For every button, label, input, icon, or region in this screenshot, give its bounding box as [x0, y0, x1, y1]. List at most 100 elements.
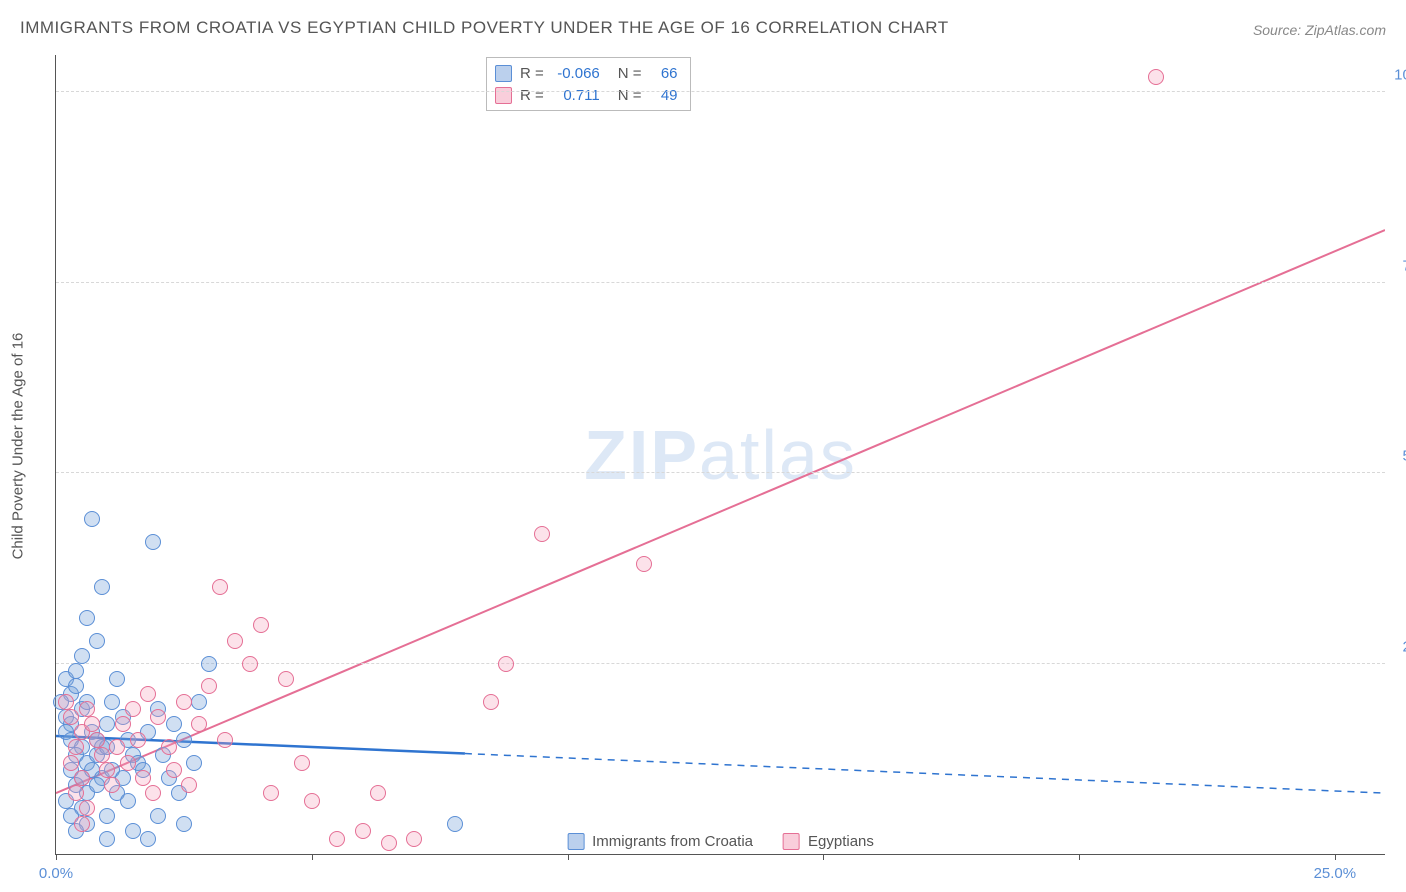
data-point — [176, 694, 192, 710]
data-point — [125, 823, 141, 839]
x-tick — [823, 854, 824, 860]
data-point — [242, 656, 258, 672]
gridline — [56, 91, 1385, 92]
data-point — [355, 823, 371, 839]
data-point — [84, 716, 100, 732]
data-point — [63, 755, 79, 771]
data-point — [109, 671, 125, 687]
data-point — [212, 579, 228, 595]
legend-label: Immigrants from Croatia — [592, 833, 753, 850]
legend-item: Immigrants from Croatia — [567, 833, 753, 850]
data-point — [263, 785, 279, 801]
data-point — [145, 534, 161, 550]
data-point — [186, 755, 202, 771]
data-point — [104, 694, 120, 710]
stat-label: N = — [618, 87, 642, 104]
data-point — [140, 831, 156, 847]
data-point — [150, 808, 166, 824]
data-point — [381, 835, 397, 851]
x-tick — [568, 854, 569, 860]
data-point — [84, 511, 100, 527]
trendline — [56, 230, 1385, 793]
data-point — [176, 816, 192, 832]
stats-row: R = -0.066 N = 66 — [495, 62, 678, 84]
data-point — [329, 831, 345, 847]
data-point — [636, 556, 652, 572]
stats-row: R = 0.711 N = 49 — [495, 84, 678, 106]
stat-n-value: 49 — [650, 87, 678, 104]
data-point — [304, 793, 320, 809]
data-point — [191, 694, 207, 710]
y-tick-label: 50.0% — [1390, 448, 1406, 465]
legend-swatch — [495, 65, 512, 82]
stat-label: R = — [520, 87, 544, 104]
bottom-legend: Immigrants from Croatia Egyptians — [557, 833, 884, 850]
stat-n-value: 66 — [650, 65, 678, 82]
data-point — [79, 610, 95, 626]
data-point — [498, 656, 514, 672]
data-point — [201, 678, 217, 694]
x-tick — [56, 854, 57, 860]
legend-swatch — [567, 833, 584, 850]
data-point — [94, 747, 110, 763]
chart-title: IMMIGRANTS FROM CROATIA VS EGYPTIAN CHIL… — [20, 18, 949, 38]
x-tick-label: 0.0% — [39, 865, 73, 882]
legend-item: Egyptians — [783, 833, 874, 850]
data-point — [104, 777, 120, 793]
data-point — [176, 732, 192, 748]
data-point — [217, 732, 233, 748]
data-point — [125, 701, 141, 717]
data-point — [201, 656, 217, 672]
y-axis-label: Child Poverty Under the Age of 16 — [10, 333, 27, 560]
data-point — [89, 777, 105, 793]
data-point — [63, 709, 79, 725]
data-point — [99, 831, 115, 847]
data-point — [79, 800, 95, 816]
watermark: ZIPatlas — [584, 415, 857, 495]
data-point — [79, 701, 95, 717]
data-point — [161, 739, 177, 755]
data-point — [253, 617, 269, 633]
x-tick — [312, 854, 313, 860]
stat-r-value: 0.711 — [552, 87, 600, 104]
data-point — [145, 785, 161, 801]
y-tick-label: 75.0% — [1390, 257, 1406, 274]
stat-label: R = — [520, 65, 544, 82]
data-point — [120, 793, 136, 809]
data-point — [534, 526, 550, 542]
data-point — [74, 770, 90, 786]
gridline — [56, 472, 1385, 473]
data-point — [135, 770, 151, 786]
y-tick-label: 25.0% — [1390, 638, 1406, 655]
data-point — [68, 785, 84, 801]
data-point — [94, 579, 110, 595]
data-point — [483, 694, 499, 710]
stat-label: N = — [618, 65, 642, 82]
data-point — [89, 732, 105, 748]
stat-r-value: -0.066 — [552, 65, 600, 82]
x-tick — [1079, 854, 1080, 860]
data-point — [68, 678, 84, 694]
data-point — [370, 785, 386, 801]
data-point — [99, 716, 115, 732]
data-point — [294, 755, 310, 771]
data-point — [89, 633, 105, 649]
data-point — [99, 762, 115, 778]
data-point — [115, 716, 131, 732]
data-point — [130, 732, 146, 748]
data-point — [99, 808, 115, 824]
trendlines-layer — [56, 55, 1385, 854]
data-point — [1148, 69, 1164, 85]
data-point — [58, 694, 74, 710]
data-point — [166, 762, 182, 778]
x-tick-label: 25.0% — [1314, 865, 1357, 882]
data-point — [74, 648, 90, 664]
data-point — [191, 716, 207, 732]
data-point — [227, 633, 243, 649]
stats-legend-box: R = -0.066 N = 66 R = 0.711 N = 49 — [486, 57, 691, 111]
data-point — [74, 816, 90, 832]
legend-swatch — [495, 87, 512, 104]
data-point — [68, 663, 84, 679]
data-point — [68, 739, 84, 755]
y-tick-label: 100.0% — [1390, 67, 1406, 84]
